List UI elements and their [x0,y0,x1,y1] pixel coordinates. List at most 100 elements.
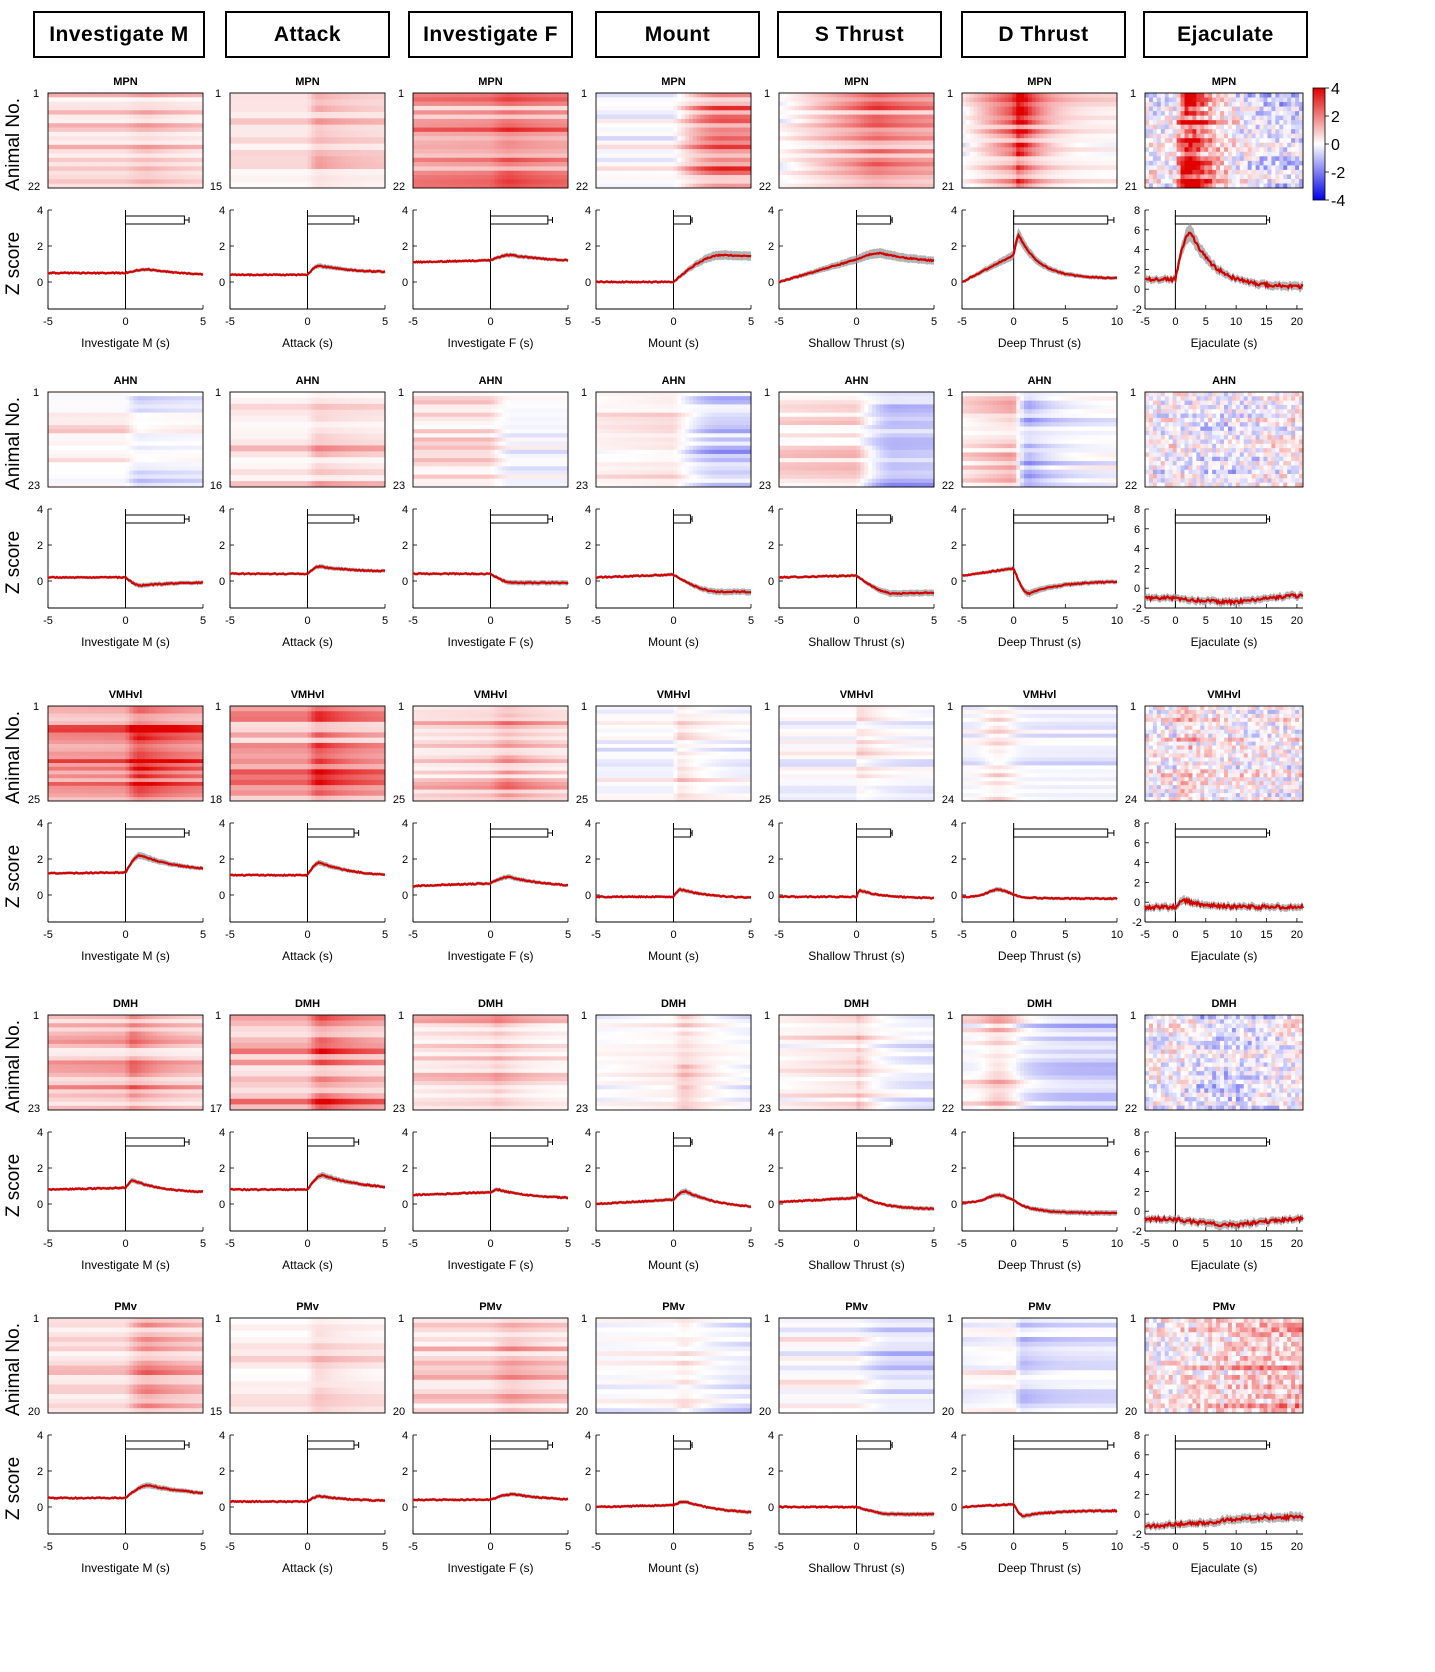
heatmap-cell [533,153,538,159]
heatmap-cell [825,170,830,176]
heatmap-cell [79,131,84,137]
heatmap-cell [1004,142,1009,148]
heatmap-cell [502,118,507,124]
heatmap-cell [1031,142,1037,148]
heatmap-cell [432,144,437,150]
heatmap-cell [478,140,484,146]
heatmap-cell [973,133,978,139]
heatmap-cell [634,101,640,107]
heatmap-cell [191,183,196,189]
heatmap-cell [350,99,355,106]
heatmap-cell [55,140,61,146]
heatmap-cell [1074,102,1079,107]
heatmap-cell [981,115,986,121]
heatmap-cell [330,181,336,189]
heatmap-cell [883,110,888,115]
heatmap-cell [739,153,744,159]
heatmap-cell [875,144,881,150]
heatmap-cell [977,129,982,135]
heatmap-cell [692,105,698,111]
heatmap-cell [829,131,834,137]
heatmap-cell [264,137,270,144]
heatmap-cell [506,144,511,150]
heatmap-cell [1012,120,1017,125]
heatmap-cell [1012,97,1017,103]
heatmap-cell [969,147,975,153]
heatmap-cell [237,156,243,163]
heatmap-cell [658,127,663,133]
trace-mean-line [595,253,752,284]
heatmap-cell [1035,138,1040,144]
heatmap-cell [94,114,99,120]
heatmap-cell [1058,120,1064,125]
heatmap-cell [930,144,935,150]
heatmap-cell [1027,151,1033,157]
heatmap-cell [817,144,823,150]
heatmap-cell [552,93,557,98]
heatmap-cell [133,123,138,128]
heatmap-cell [113,127,119,133]
heatmap-cell [1097,120,1102,125]
heatmap-cell [334,124,339,132]
heatmap-cell [677,118,682,124]
heatmap-cell [735,110,740,115]
heatmap-cell [292,169,297,176]
heatmap-cell [895,101,900,107]
heatmap-cell [650,144,655,150]
heatmap-cell [673,105,678,111]
heatmap-cell [708,93,713,98]
heatmap-cell [451,136,457,141]
heatmap-cell [779,149,784,154]
heatmap-cell [747,157,752,163]
heatmap-cell [436,140,441,146]
heatmap-cell [444,118,449,124]
heatmap-cell [148,118,154,124]
heatmap-cell [168,183,173,189]
heatmap-cell [810,166,815,172]
heatmap-cell [79,110,84,115]
heatmap-cell [478,149,484,154]
heatmap-cell [326,112,332,119]
heatmap-cell [623,140,628,146]
heatmap-cell [817,166,823,172]
heatmap-cell [494,118,499,124]
heatmap-cell [1047,129,1052,135]
heatmap-cell [852,140,857,146]
heatmap-cell [642,127,647,133]
heatmap-cell [191,162,196,167]
heatmap-cell [148,144,154,150]
heatmap-cell [1093,120,1099,125]
heatmap-cell [490,153,495,159]
heatmap-cell [607,183,612,189]
heatmap-cell [179,149,185,154]
heatmap-cell [346,162,351,170]
heatmap-cell [463,131,468,137]
heatmap-cell [891,127,896,133]
heatmap-cell [455,144,460,150]
heatmap-cell [813,136,819,141]
heatmap-cell [596,153,601,159]
heatmap-cell [1093,156,1099,162]
heatmap-cell [930,175,935,180]
heatmap-cell [280,112,285,119]
heatmap-cell [1024,102,1029,107]
heatmap-cell [241,143,246,151]
heatmap-cell [463,101,468,107]
heatmap-cell [51,131,57,137]
heatmap-cell [168,97,173,102]
heatmap-cell [137,153,142,159]
heatmap-cell [1016,147,1021,153]
heatmap-cell [735,127,740,133]
heatmap-cell [922,153,927,159]
heatmap-cell [548,140,553,146]
heatmap-cell [315,118,320,125]
heatmap-cell [183,114,188,120]
heatmap-cell [650,114,655,120]
heatmap-cell [506,101,511,107]
heatmap-cell [338,131,343,138]
heatmap-cell [137,179,142,184]
heatmap-cell [630,175,636,180]
heatmap-cell [471,166,476,172]
heatmap-cell [160,162,165,167]
heatmap-cell [249,105,254,113]
